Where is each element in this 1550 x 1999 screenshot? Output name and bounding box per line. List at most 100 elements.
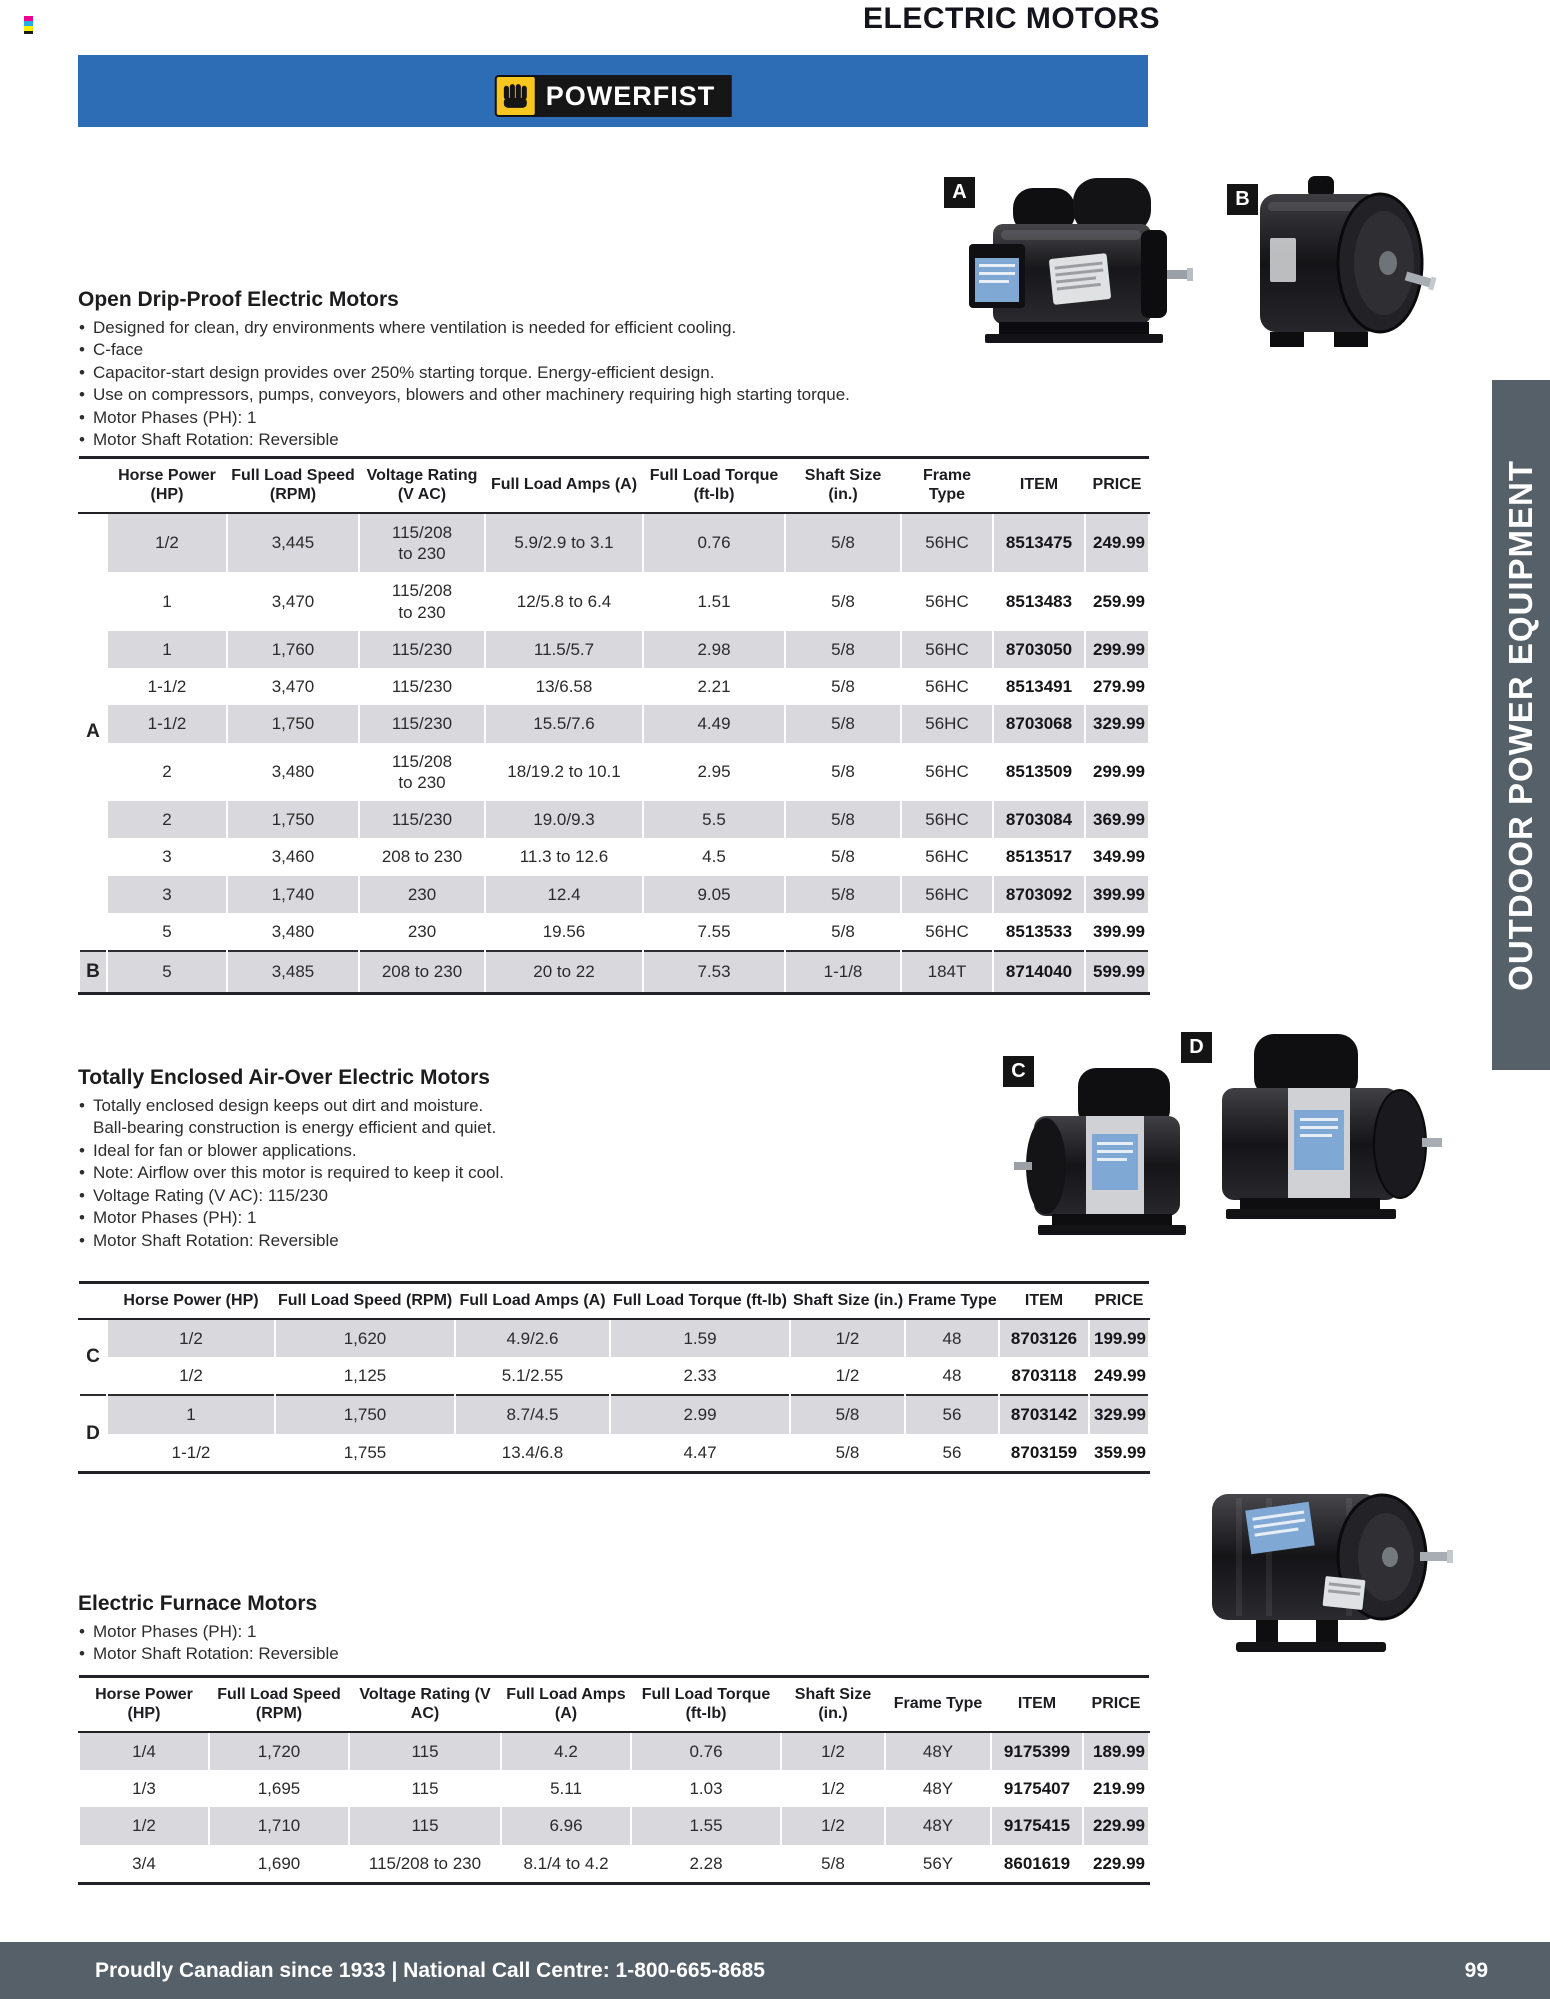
catalog-table: Horse Power (HP) Full Load Speed (RPM) Vol… — [78, 456, 1150, 995]
bullet-item: Totally enclosed design keeps out dirt a… — [78, 1095, 868, 1140]
table-cell: 2.95 — [642, 742, 786, 801]
table-cell: 11.3 to 12.6 — [484, 838, 644, 876]
row-group-marker: C — [78, 1318, 108, 1396]
column-header: Full Load Amps (A) — [501, 1676, 631, 1733]
table-cell: 8.1/4 to 4.2 — [500, 1844, 632, 1884]
table-cell: 115 — [348, 1770, 502, 1808]
table-cell: 1/4 — [78, 1731, 210, 1770]
photo-label-b: B — [1227, 184, 1258, 215]
column-header: Frame Type — [885, 1676, 991, 1733]
catalog-table: Horse Power (HP) Full Load Speed (RPM) Vol… — [78, 1675, 1150, 1885]
table-cell: 4.2 — [500, 1731, 632, 1770]
table-cell: 5/8 — [784, 572, 902, 631]
table-cell: 5/8 — [784, 838, 902, 876]
bullet-item: Motor Phases (PH): 1 — [78, 407, 868, 430]
price-cell: 399.99 — [1084, 875, 1150, 913]
column-header: Frame Type — [901, 457, 993, 514]
table-cell: 19.0/9.3 — [484, 801, 644, 839]
table-row: 3/4 1,690 115/208 to 230 8.1/4 to 4.2 2.28 5/… — [78, 1844, 1150, 1884]
table-cell: 5/8 — [784, 742, 902, 801]
row-group-marker: A — [78, 512, 108, 951]
item-number-cell: 8513483 — [992, 572, 1086, 631]
table-cell: 5/8 — [784, 705, 902, 743]
table-row: 1-1/2 1,755 13.4/6.8 4.47 5/8 56 8703159 359.99 — [79, 1433, 1150, 1473]
table-cell: 5/8 — [784, 512, 902, 573]
table-cell: 3,485 — [226, 949, 360, 994]
table-cell: 1/3 — [78, 1770, 210, 1808]
table-cell: 3 — [106, 875, 228, 913]
table-cell: 5/8 — [784, 875, 902, 913]
section-furnace: Electric Furnace Motors Motor Phases (PH… — [78, 1592, 868, 1666]
table-row: 1 3,470 115/208 to 230 12/5.8 to 6.4 1.51 5/8… — [79, 572, 1150, 631]
table-cell: 1 — [106, 1394, 276, 1434]
table-cell: 1/2 — [106, 1318, 276, 1358]
section-air-over: Totally Enclosed Air-Over Electric Motor… — [78, 1066, 868, 1253]
column-header: ITEM — [991, 1676, 1083, 1733]
item-number-cell: 9175407 — [990, 1770, 1084, 1808]
price-cell: 599.99 — [1084, 949, 1150, 994]
brand-name: POWERFIST — [533, 75, 732, 117]
table-cell: 1,750 — [226, 801, 360, 839]
table-cell: 1-1/2 — [106, 705, 228, 743]
table-cell: 15.5/7.6 — [484, 705, 644, 743]
motor-photo-b — [1248, 168, 1438, 363]
price-cell: 249.99 — [1088, 1357, 1150, 1396]
item-number-cell: 8703126 — [998, 1318, 1090, 1358]
table-cell: 2.98 — [642, 630, 786, 668]
table-cell: 1-1/8 — [784, 949, 902, 994]
table-cell: 9.05 — [642, 875, 786, 913]
table-cell: 115 — [348, 1807, 502, 1845]
table-cell: 18/19.2 to 10.1 — [484, 742, 644, 801]
motor-photo-a — [955, 160, 1195, 365]
table-cell: 184T — [900, 949, 994, 994]
table-cell: 56Y — [884, 1844, 992, 1884]
photo-label-a: A — [944, 177, 975, 208]
table-cell: 5 — [106, 912, 228, 951]
table-cell: 4.5 — [642, 838, 786, 876]
section-open-drip: Open Drip-Proof Electric Motors Designed… — [78, 288, 868, 452]
furnace-table: Horse Power (HP) Full Load Speed (RPM) Vol… — [78, 1675, 1150, 1885]
item-number-cell: 8703092 — [992, 875, 1086, 913]
table-cell: 1/2 — [780, 1731, 886, 1770]
table-row: 5 3,480 230 19.56 7.55 5/8 56HC 8513533 399.99 — [79, 912, 1150, 951]
table-header-row: Horse Power (HP) Full Load Speed (RPM) Vol… — [79, 1676, 1149, 1733]
air-over-table: Horse Power (HP) Full Load Speed (RPM) Ful… — [78, 1281, 1150, 1474]
table-cell: 1-1/2 — [106, 668, 228, 706]
item-number-cell: 8513475 — [992, 512, 1086, 573]
table-cell: 56HC — [900, 742, 994, 801]
table-cell: 48Y — [884, 1807, 992, 1845]
footer-bar: Proudly Canadian since 1933 | National C… — [0, 1942, 1550, 1999]
column-header: Voltage Rating (V AC) — [359, 457, 485, 514]
table-cell: 56HC — [900, 512, 994, 573]
table-cell: 1/2 — [106, 1357, 276, 1396]
table-cell: 56HC — [900, 801, 994, 839]
table-cell: 7.53 — [642, 949, 786, 994]
table-cell: 115/230 — [358, 668, 486, 706]
table-cell: 2.33 — [609, 1357, 791, 1396]
column-header: PRICE — [1089, 1282, 1149, 1320]
side-banner-text: OUTDOOR POWER EQUIPMENT — [1502, 459, 1539, 991]
column-header: Full Load Amps (A) — [455, 1282, 610, 1320]
item-number-cell: 8513491 — [992, 668, 1086, 706]
column-header: ITEM — [999, 1282, 1089, 1320]
price-cell: 399.99 — [1084, 912, 1150, 951]
price-cell: 349.99 — [1084, 838, 1150, 876]
table-cell: 5/8 — [789, 1394, 906, 1434]
table-row: 1/4 1,720 115 4.2 0.76 1/2 48Y 9175399 189.99 — [78, 1731, 1150, 1770]
item-number-cell: 8703050 — [992, 630, 1086, 668]
column-header: Full Load Amps (A) — [485, 457, 643, 514]
table-row: 1/2 1,710 115 6.96 1.55 1/2 48Y 9175415 229.99 — [78, 1807, 1150, 1845]
table-cell: 3,480 — [226, 912, 360, 951]
table-cell: 56HC — [900, 630, 994, 668]
item-number-cell: 8714040 — [992, 949, 1086, 994]
table-cell: 5/8 — [784, 668, 902, 706]
table-cell: 115/208 to 230 — [358, 742, 486, 801]
table-cell: 5/8 — [789, 1433, 906, 1473]
marker-column-header — [79, 457, 107, 514]
table-cell: 1,695 — [208, 1770, 350, 1808]
item-number-cell: 8513517 — [992, 838, 1086, 876]
table-cell: 1.59 — [609, 1318, 791, 1358]
table-row: 2 3,480 115/208 to 230 18/19.2 to 10.1 2.95 5… — [79, 742, 1150, 801]
table-cell: 115/230 — [358, 801, 486, 839]
column-header: PRICE — [1083, 1676, 1149, 1733]
